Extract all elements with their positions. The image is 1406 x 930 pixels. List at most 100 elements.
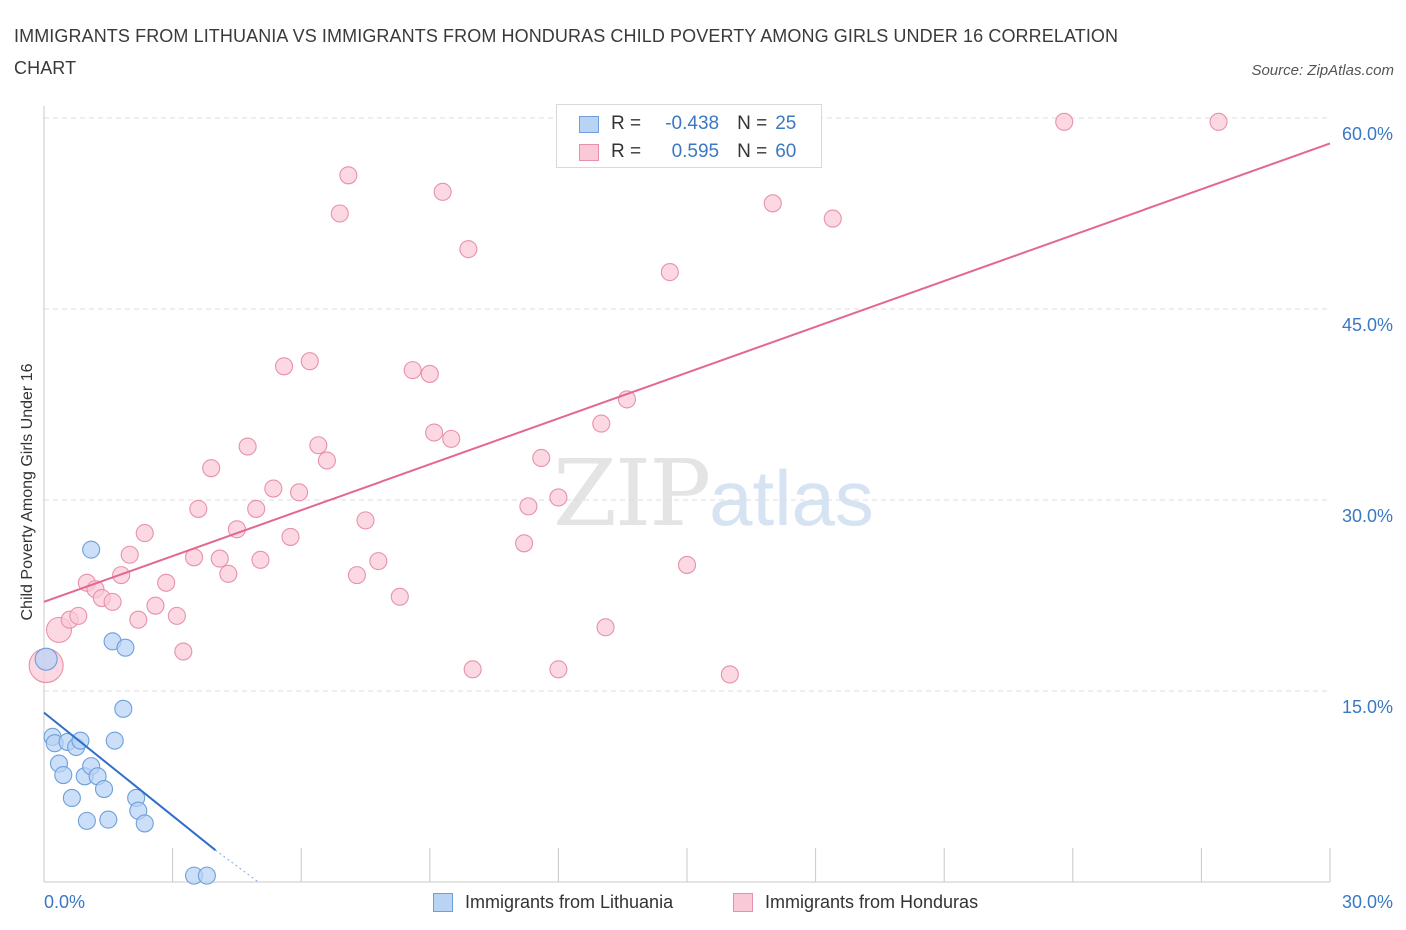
lithuania-point xyxy=(82,540,101,559)
honduras-point xyxy=(660,263,679,282)
honduras-point xyxy=(677,555,697,574)
lithuania-point xyxy=(77,811,96,830)
honduras-point xyxy=(1055,112,1074,131)
honduras-point xyxy=(238,437,257,456)
honduras-point xyxy=(549,488,568,507)
honduras-point xyxy=(420,364,439,383)
honduras-point xyxy=(592,414,611,433)
legend-r-label: R = xyxy=(611,113,642,134)
honduras-point xyxy=(519,497,538,516)
honduras-point xyxy=(264,479,283,498)
watermark-atlas: atlas xyxy=(709,454,874,542)
honduras-point xyxy=(330,204,349,223)
honduras-point xyxy=(103,592,122,611)
honduras-point xyxy=(515,534,534,553)
chart-title: IMMIGRANTS FROM LITHUANIA VS IMMIGRANTS … xyxy=(14,26,1119,78)
legend-r-label: R = xyxy=(611,141,642,162)
honduras-point xyxy=(1209,112,1228,131)
trend-lines xyxy=(43,142,1331,883)
honduras-point xyxy=(425,423,444,442)
honduras-point xyxy=(459,240,478,259)
honduras-point xyxy=(549,660,568,679)
honduras-point xyxy=(763,194,782,213)
correlation-legend: R = -0.438 N = 25 R = 0.595 N = 60 xyxy=(556,104,822,168)
honduras-point xyxy=(247,499,266,518)
grid-lines xyxy=(44,117,1330,692)
honduras-point xyxy=(347,566,366,585)
lithuania-point xyxy=(34,647,58,671)
bottom-legend-swatch-lithuania xyxy=(433,892,453,912)
lithuania-point xyxy=(54,765,73,785)
lithuania-trend-line xyxy=(43,711,217,851)
honduras-point xyxy=(463,660,482,679)
honduras-point xyxy=(339,166,358,185)
source-label: Source: ZipAtlas.com xyxy=(1251,62,1394,79)
honduras-point xyxy=(281,527,300,546)
legend-n-label: N = xyxy=(737,113,768,134)
axes xyxy=(43,106,1331,883)
lithuania-point xyxy=(94,779,114,799)
honduras-point xyxy=(309,436,328,455)
honduras-point xyxy=(300,352,319,371)
honduras-trend-line xyxy=(43,142,1331,603)
lithuania-point xyxy=(197,866,216,885)
honduras-point xyxy=(356,511,375,530)
honduras-point xyxy=(210,549,229,568)
legend-swatch-lithuania xyxy=(579,115,599,133)
honduras-point xyxy=(219,564,238,583)
honduras-point xyxy=(596,618,615,637)
y-axis-label: Child Poverty Among Girls Under 16 xyxy=(19,363,36,621)
honduras-point xyxy=(129,610,148,629)
bottom-legend-swatch-honduras xyxy=(733,892,753,912)
honduras-point xyxy=(146,596,165,615)
honduras-point xyxy=(442,429,461,448)
honduras-point xyxy=(433,182,452,201)
honduras-point xyxy=(532,448,551,468)
honduras-point xyxy=(157,573,176,592)
x-tick-label: 0.0% xyxy=(44,892,85,912)
honduras-point xyxy=(135,524,154,543)
legend-n-value: 60 xyxy=(775,141,797,162)
honduras-point xyxy=(120,545,139,564)
data-points xyxy=(28,112,1228,885)
tick-labels: 15.0% 30.0% 45.0% 60.0% 0.0% 30.0% xyxy=(44,124,1393,912)
watermark: ZIPatlas xyxy=(553,440,874,547)
lithuania-point xyxy=(99,810,118,829)
honduras-point xyxy=(369,552,388,571)
honduras-point xyxy=(69,606,88,625)
honduras-point xyxy=(720,665,739,684)
honduras-point xyxy=(275,357,294,376)
honduras-point xyxy=(167,606,186,625)
bottom-legend-lithuania: Immigrants from Lithuania xyxy=(433,890,673,914)
y-tick-label: 45.0% xyxy=(1342,315,1393,335)
lithuania-point xyxy=(116,638,135,657)
honduras-point xyxy=(317,451,336,470)
bottom-legend-label-lithuania: Immigrants from Lithuania xyxy=(465,891,674,912)
legend-r-value: -0.438 xyxy=(665,113,720,134)
honduras-point xyxy=(823,209,842,228)
y-tick-label: 30.0% xyxy=(1342,506,1393,526)
honduras-point xyxy=(403,361,422,380)
legend-n-value: 25 xyxy=(775,113,797,134)
honduras-point xyxy=(189,499,208,518)
watermark-zip: ZIP xyxy=(553,440,711,547)
lithuania-point xyxy=(105,731,124,750)
honduras-point xyxy=(390,587,409,606)
y-tick-label: 60.0% xyxy=(1342,124,1393,144)
y-tick-label: 15.0% xyxy=(1342,697,1393,717)
honduras-point xyxy=(174,642,193,661)
honduras-point xyxy=(202,459,221,478)
lithuania-point xyxy=(135,814,154,833)
legend-n-label: N = xyxy=(737,141,768,162)
legend-swatch-honduras xyxy=(579,143,599,161)
legend-row-lithuania: R = -0.438 N = 25 xyxy=(579,112,796,136)
legend-row-honduras: R = 0.595 N = 60 xyxy=(579,140,796,164)
honduras-point xyxy=(251,550,270,569)
x-tick-label: 30.0% xyxy=(1342,892,1393,912)
honduras-point xyxy=(290,483,309,502)
legend-r-value: 0.595 xyxy=(671,141,720,162)
lithuania-point xyxy=(62,788,81,808)
bottom-legend-honduras: Immigrants from Honduras xyxy=(733,890,978,914)
lithuania-point xyxy=(114,699,133,718)
